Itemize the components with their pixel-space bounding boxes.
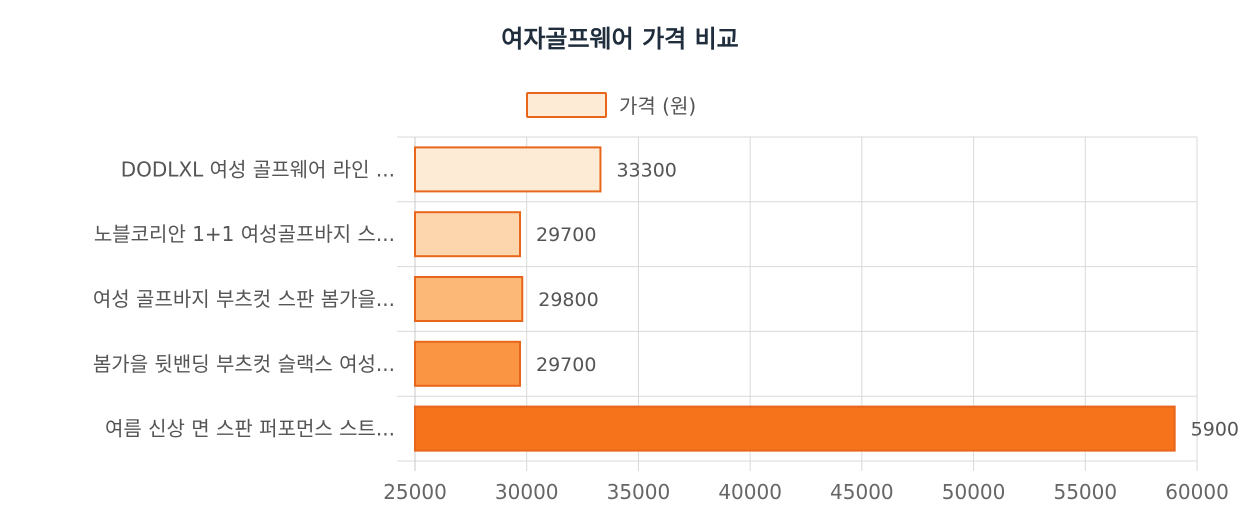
x-tick-label: 35000	[607, 480, 671, 504]
chart-title: 여자골프웨어 가격 비교	[501, 25, 739, 53]
category-label: 여성 골프바지 부츠컷 스판 봄가을...	[93, 287, 395, 311]
legend-swatch	[526, 92, 607, 118]
x-tick-label: 55000	[1053, 480, 1117, 504]
data-labels: 33300 29700 29800 29700 5900	[536, 159, 1239, 440]
grid-lines	[397, 136, 1198, 471]
category-label: 여름 신상 면 스판 퍼포먼스 스트...	[105, 417, 395, 441]
category-label: 노블코리안 1+1 여성골프바지 스...	[94, 222, 395, 246]
legend[interactable]: 가격 (원)	[526, 92, 696, 118]
data-label: 5900	[1191, 419, 1239, 441]
x-tick-label: 45000	[830, 480, 894, 504]
bar[interactable]	[414, 146, 602, 193]
data-label: 33300	[616, 159, 676, 181]
data-label: 29700	[536, 354, 596, 376]
category-label: DODLXL 여성 골프웨어 라인 ...	[121, 157, 395, 181]
x-tick-label: 30000	[495, 480, 559, 504]
x-axis-ticks: 25000 30000 35000 40000 45000 50000 55000 60000	[383, 480, 1229, 504]
bar[interactable]	[414, 211, 522, 258]
category-labels: DODLXL 여성 골프웨어 라인 ... 노블코리안 1+1 여성골프바지 스.…	[93, 157, 395, 440]
bar[interactable]	[414, 276, 524, 322]
bar[interactable]	[414, 405, 1176, 452]
bars	[414, 146, 1176, 452]
category-label: 봄가을 뒷밴딩 부츠컷 슬랙스 여성...	[93, 352, 395, 376]
x-tick-label: 25000	[383, 480, 447, 504]
bar[interactable]	[414, 340, 522, 387]
x-tick-label: 40000	[718, 480, 782, 504]
data-label: 29800	[538, 289, 598, 311]
data-label: 29700	[536, 224, 596, 246]
x-tick-label: 50000	[942, 480, 1006, 504]
legend-label: 가격 (원)	[619, 94, 696, 118]
x-tick-label: 60000	[1165, 480, 1229, 504]
